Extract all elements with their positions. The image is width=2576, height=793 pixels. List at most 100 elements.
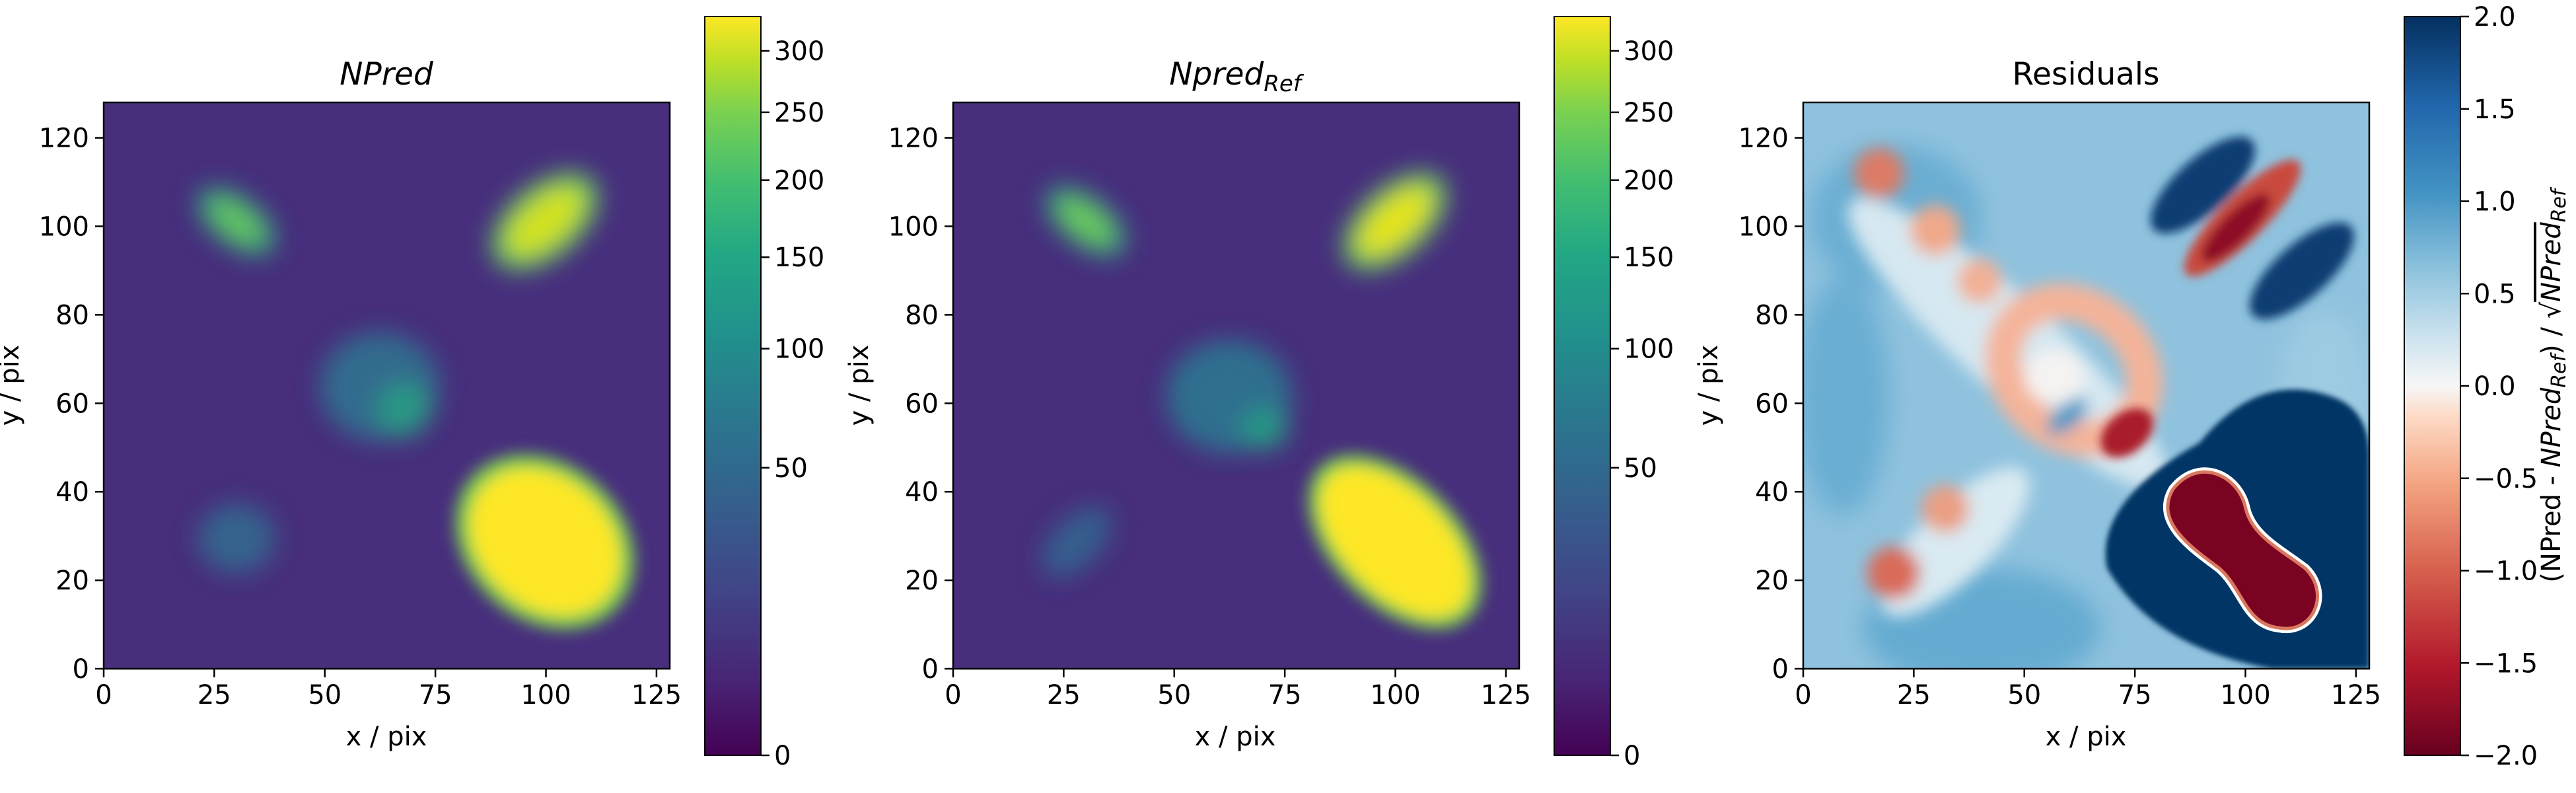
chart-title: Residuals [2013,56,2160,93]
colorbar-tick-label: 1.5 [2474,94,2516,125]
x-tick-label: 125 [2331,680,2381,710]
x-tick-label: 75 [1268,680,1302,710]
y-tick-label: 100 [39,211,89,242]
x-axis-label: x / pix [2046,722,2127,752]
chart-title: NpredRef [1169,56,1305,97]
x-tick-label: 125 [631,680,682,710]
colorbar-tick-label: −2.0 [2474,741,2538,771]
colorbar-tick-label: 300 [1624,36,1674,67]
colorbar-tick-label: 250 [1624,98,1674,128]
x-tick-label: 75 [419,680,452,710]
colorbar [1554,16,1611,756]
colorbar-tick-label: −0.5 [2474,464,2538,494]
colorbar [704,16,762,756]
x-tick-label: 100 [1370,680,1420,710]
y-tick-label: 0 [922,654,939,685]
x-tick-label: 100 [2220,680,2270,710]
x-tick-label: 75 [2118,680,2152,710]
colorbar-label-part: Ref [2548,352,2571,387]
colorbar-label-part: Ref [2548,186,2571,222]
colorbar-ticks: 0 50 100 150 200 250 300 [761,36,824,771]
x-tick-label: 50 [2007,680,2041,710]
x-axis-label: x / pix [346,722,427,752]
colorbar-tick-label: 0.0 [2474,371,2516,402]
y-tick-label: 20 [55,566,89,596]
colorbar-tick-label: 50 [774,453,808,484]
x-tick-label: 50 [308,680,341,710]
residual-peanut [2163,467,2322,634]
colorbar-tick-label: 200 [1624,166,1674,196]
x-ticks: 0 25 50 75 100 125 [945,669,1531,710]
y-tick-label: 80 [1755,300,1789,330]
x-tick-label: 0 [95,680,112,710]
axes-frame [952,101,1521,670]
panel-npred-ref: 0 25 50 75 100 125 0 20 40 60 80 100 120 NpredRef x… [844,16,1674,771]
y-axis-label: y / pix [1694,345,1724,426]
colorbar-tick-label: 100 [1624,334,1674,365]
y-tick-label: 20 [1755,566,1789,596]
x-tick-label: 25 [1897,680,1931,710]
colorbar-tick-label: 250 [774,98,824,128]
colorbar-tick-label: 0 [1624,741,1640,771]
colorbar-tick-label: 200 [774,166,824,196]
y-tick-label: 100 [1738,211,1789,242]
chart-title-subscript: Ref [1264,71,1305,97]
x-ticks: 0 25 50 75 100 125 [1795,669,2381,710]
y-tick-label: 40 [55,477,89,508]
colorbar-tick-label: 1.0 [2474,187,2516,217]
colorbar-tick-label: 0 [774,741,791,771]
y-tick-label: 120 [1738,124,1789,154]
heatmap-image [104,102,670,669]
colorbar-tick-label: 0.5 [2474,279,2516,309]
x-tick-label: 125 [1481,680,1531,710]
y-tick-label: 100 [888,211,939,242]
colorbar-label: (NPred - NPredRef) / √NPredRef [2536,186,2571,583]
heatmap-image [953,102,1519,669]
y-tick-label: 60 [55,389,89,419]
axes-frame [1802,101,2371,670]
colorbar-tick-label: 150 [774,243,824,273]
colorbar-tick-label: 50 [1624,453,1657,484]
colorbar-label-part: (NPred - [2536,467,2567,582]
colorbar-tick-label: −1.5 [2474,648,2538,679]
chart-title-main: Npred [1169,56,1264,93]
colorbar-tick-label: 2.0 [2474,2,2516,32]
x-tick-label: 50 [1157,680,1191,710]
y-tick-label: 60 [1755,389,1789,419]
x-tick-label: 0 [1795,680,1811,710]
colorbar-label-part: NPred [2536,387,2567,467]
colorbar-tick-label: −1.0 [2474,556,2538,587]
x-tick-label: 25 [197,680,231,710]
y-tick-label: 120 [39,124,89,154]
y-tick-label: 80 [55,300,89,330]
x-ticks: 0 25 50 75 100 125 [95,669,682,710]
chart-title: NPred [340,56,434,93]
y-axis-label: y / pix [844,345,875,426]
y-tick-label: 80 [905,300,939,330]
colorbar-tick-label: 100 [774,334,824,365]
x-axis-label: x / pix [1195,722,1276,752]
axes-frame [102,101,671,670]
y-tick-label: 40 [1755,477,1789,508]
x-tick-label: 0 [945,680,961,710]
panel-npred: 0 25 50 75 100 125 0 20 40 60 80 100 120 NPred x / … [0,16,824,771]
colorbar-ticks: −2.0 −1.5 −1.0 −0.5 0.0 0.5 1.0 1.5 2.0 [2460,2,2538,771]
y-tick-label: 40 [905,477,939,508]
y-tick-label: 0 [73,654,89,685]
x-tick-label: 25 [1047,680,1081,710]
y-tick-label: 20 [905,566,939,596]
x-tick-label: 100 [520,680,571,710]
colorbar-label-part: ) / √ [2536,301,2567,355]
y-ticks: 0 20 40 60 80 100 120 [1738,124,1803,685]
y-tick-label: 120 [888,124,939,154]
colorbar-label-part: NPred [2536,222,2567,302]
y-tick-label: 0 [1772,654,1789,685]
y-ticks: 0 20 40 60 80 100 120 [39,124,104,685]
y-ticks: 0 20 40 60 80 100 120 [888,124,953,685]
colorbar-tick-label: 300 [774,36,824,67]
y-axis-label: y / pix [0,345,25,426]
colorbar-tick-label: 150 [1624,243,1674,273]
y-tick-label: 60 [905,389,939,419]
